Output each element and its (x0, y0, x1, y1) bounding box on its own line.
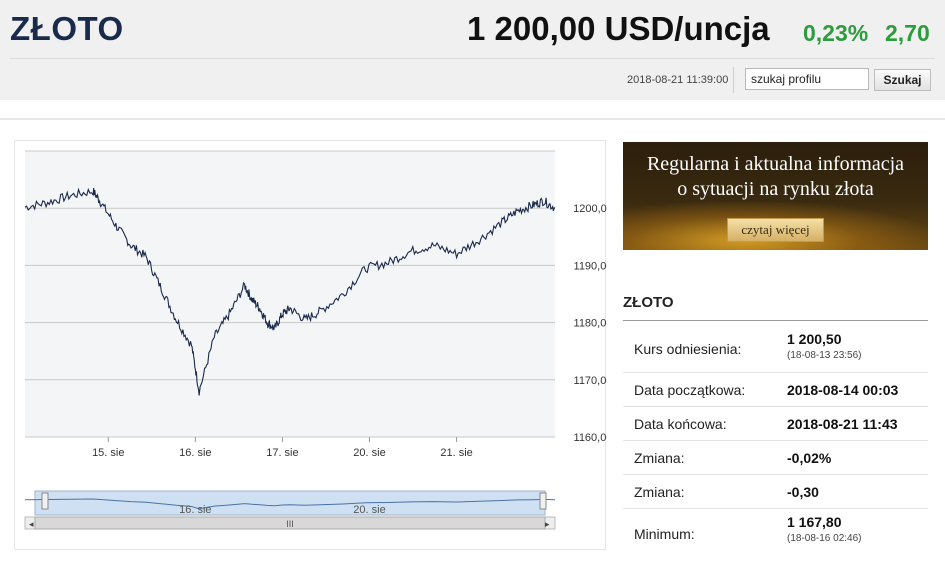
content-area (0, 118, 945, 550)
info-label: Kurs odniesienia: (634, 341, 742, 357)
info-row-end-date: Data końcowa: 2018-08-21 11:43 (623, 407, 928, 441)
info-subvalue: (18-08-16 02:46) (787, 533, 862, 544)
y-tick-label: 1170,00 (574, 375, 607, 387)
chart-scrollbar-thumb[interactable] (34, 516, 546, 530)
info-value: 2018-08-21 11:43 (787, 416, 898, 432)
current-price: 1 200,00 USD/uncja (467, 10, 770, 47)
info-label: Zmiana: (634, 450, 685, 466)
info-value: -0,30 (787, 484, 819, 500)
quote-timestamp: 2018-08-21 11:39:00 (627, 74, 729, 86)
change-absolute: 2,70 (885, 20, 930, 46)
info-row-minimum: Minimum: 1 167,80 (18-08-16 02:46) (623, 509, 928, 561)
navigator-tick-label: 20. sie (353, 504, 385, 516)
info-value: 1 167,80 (787, 514, 842, 530)
info-section-title: ZŁOTO (623, 294, 674, 311)
y-tick-label: 1160,00 (574, 432, 607, 444)
price-chart[interactable]: 1160,00 1170,00 1180,00 1190,00 1200,00 15. s… (15, 141, 607, 551)
x-tick-label: 17. sie (266, 447, 298, 459)
price-series-line (24, 187, 556, 396)
instrument-title: ZŁOTO (10, 10, 124, 47)
y-tick-label: 1190,00 (574, 260, 607, 272)
price-chart-panel: 1160,00 1170,00 1180,00 1190,00 1200,00 15. s… (14, 140, 607, 551)
info-row-change-pct: Zmiana: -0,02% (623, 441, 928, 475)
info-value: -0,02% (787, 450, 832, 466)
info-row-reference: Kurs odniesienia: 1 200,50 (18-08-13 23:… (623, 321, 928, 373)
info-label: Data początkowa: (634, 382, 746, 398)
info-row-start-date: Data początkowa: 2018-08-14 00:03 (623, 373, 928, 407)
info-title-rule (623, 320, 928, 321)
navigator-window[interactable] (34, 490, 546, 516)
toolbar-divider (733, 67, 734, 93)
search-button[interactable]: Szukaj (874, 69, 931, 91)
info-subvalue: (18-08-13 23:56) (787, 350, 862, 361)
info-label: Zmiana: (634, 484, 685, 500)
banner-headline-1: Regularna i aktualna informacja (646, 153, 905, 175)
x-tick-label: 20. sie (353, 447, 385, 459)
info-label: Minimum: (634, 526, 695, 542)
x-tick-label: 16. sie (179, 447, 211, 459)
promo-banner[interactable]: Regularna i aktualna informacja o sytuac… (623, 142, 928, 250)
quote-header: ZŁOTO 1 200,00 USD/uncja 0,23% 2,70 2018… (0, 0, 945, 100)
scrollbar-grip: III (286, 519, 294, 529)
change-percent: 0,23% (803, 20, 869, 46)
banner-headline-2: o sytuacji na rynku złota (677, 178, 874, 200)
info-value: 2018-08-14 00:03 (787, 382, 899, 398)
read-more-button[interactable]: czytaj więcej (727, 218, 824, 242)
scroll-left-arrow-icon[interactable]: ◂ (29, 520, 34, 530)
scroll-right-arrow-icon[interactable]: ▸ (545, 520, 550, 530)
y-tick-label: 1180,00 (574, 318, 607, 330)
navigator-tick-label: 16. sie (179, 504, 211, 516)
x-tick-label: 21. sie (440, 447, 472, 459)
profile-search-input[interactable] (745, 68, 869, 90)
navigator-series-line (24, 498, 556, 510)
info-value: 1 200,50 (787, 331, 842, 347)
x-tick-label: 15. sie (92, 447, 124, 459)
info-table: Kurs odniesienia: 1 200,50 (18-08-13 23:… (623, 321, 928, 561)
header-divider (10, 58, 935, 59)
plot-area (25, 151, 555, 437)
navigator-left-handle[interactable] (41, 492, 49, 510)
y-tick-label: 1200,00 (573, 203, 607, 215)
navigator-right-handle[interactable] (539, 492, 547, 510)
info-row-change-abs: Zmiana: -0,30 (623, 475, 928, 509)
info-label: Data końcowa: (634, 416, 727, 432)
